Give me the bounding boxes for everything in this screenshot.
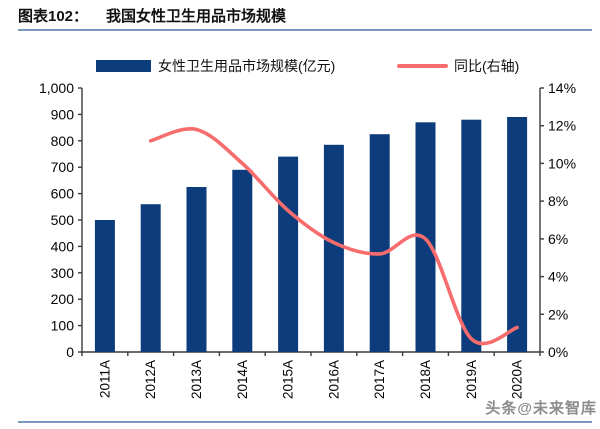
line-series-swatch	[397, 64, 448, 68]
bottom-rule	[18, 421, 592, 423]
right-axis-tick-label: 10%	[548, 155, 576, 171]
chart-legend: 女性卫生用品市场规模(亿元) 同比(右轴)	[0, 56, 600, 76]
left-axis-tick-label: 100	[51, 318, 75, 334]
x-axis-tick-label: 2019A	[464, 360, 479, 399]
left-axis-tick-label: 0	[66, 344, 74, 360]
legend-label-market-size: 女性卫生用品市场规模(亿元)	[158, 58, 336, 74]
bar-series-swatch	[96, 60, 151, 72]
figure-title-row: 图表102： 我国女性卫生用品市场规模	[18, 5, 592, 26]
x-axis-tick-label: 2011A	[97, 360, 112, 398]
right-axis-tick-label: 4%	[548, 269, 568, 285]
x-axis-tick-label: 2014A	[235, 360, 250, 399]
left-axis-tick-label: 600	[51, 186, 75, 202]
left-axis-tick-label: 500	[51, 212, 75, 228]
left-axis-tick-label: 300	[51, 265, 75, 281]
x-axis-tick-label: 2012A	[143, 360, 158, 399]
left-axis-tick-label: 800	[51, 133, 75, 149]
legend-item-market-size: 女性卫生用品市场规模(亿元)	[96, 56, 335, 76]
bar-2015A	[278, 156, 299, 352]
legend-item-yoy: 同比(右轴)	[397, 56, 519, 76]
figure-number: 图表102：	[18, 8, 89, 25]
right-axis-tick-label: 8%	[548, 193, 568, 209]
bar-2014A	[232, 169, 253, 352]
left-axis-tick-label: 700	[51, 159, 75, 175]
bar-2011A	[94, 220, 115, 352]
title-underline	[18, 29, 592, 31]
left-axis-tick-label: 400	[51, 238, 75, 254]
right-axis-tick-label: 0%	[548, 344, 568, 360]
right-axis-tick-label: 12%	[548, 118, 576, 134]
x-axis-tick-label: 2020A	[510, 360, 525, 399]
yoy-line	[148, 127, 519, 346]
right-axis-tick-label: 14%	[548, 80, 576, 96]
bar-2013A	[186, 187, 207, 352]
x-axis-tick-label: 2018A	[418, 360, 433, 399]
bar-2017A	[369, 134, 390, 352]
x-axis-tick-label: 2013A	[189, 360, 204, 399]
left-axis-tick-label: 1,000	[39, 80, 74, 96]
x-axis-tick-label: 2017A	[372, 360, 387, 399]
bar-2020A	[507, 117, 528, 352]
bar-2019A	[461, 119, 482, 352]
watermark: 头条@未来智库	[485, 400, 597, 417]
left-axis-tick-label: 200	[51, 291, 75, 307]
right-axis-tick-label: 2%	[548, 306, 568, 322]
bar-2016A	[323, 144, 344, 352]
legend-label-yoy: 同比(右轴)	[454, 58, 520, 74]
x-axis-tick-label: 2015A	[281, 360, 296, 399]
figure-title: 我国女性卫生用品市场规模	[106, 8, 287, 25]
left-axis-tick-label: 900	[51, 106, 75, 122]
x-axis-tick-label: 2016A	[326, 360, 341, 399]
bar-2012A	[140, 204, 161, 352]
right-axis-tick-label: 6%	[548, 231, 568, 247]
